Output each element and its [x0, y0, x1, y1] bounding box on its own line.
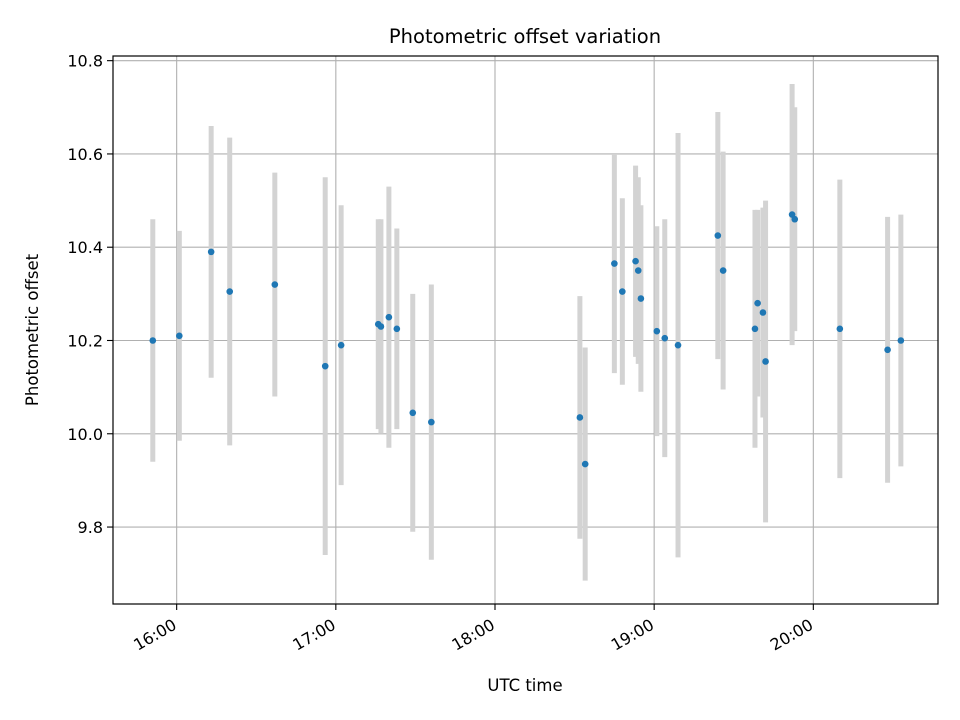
data-point: [207, 248, 215, 256]
data-point: [884, 346, 891, 354]
grid: [113, 56, 938, 604]
data-point: [393, 325, 401, 333]
data-point: [762, 358, 769, 365]
data-point: [385, 313, 393, 321]
data-point: [409, 409, 417, 417]
data-point: [634, 267, 642, 274]
data-point: [337, 341, 345, 349]
data-point: [576, 414, 584, 421]
y-axis: 9.8 10.0 10.2 10.4 10.6 10.8: [67, 52, 113, 537]
x-axis-label: UTC time: [487, 676, 562, 695]
data-point: [619, 288, 626, 295]
data-point: [611, 260, 618, 267]
data-point: [719, 267, 727, 274]
data-point: [321, 362, 329, 370]
data-point: [176, 332, 183, 340]
data-point: [637, 295, 645, 302]
data-point: [791, 215, 799, 223]
y-tick-label: 9.8: [78, 518, 103, 537]
chart-title: Photometric offset variation: [389, 25, 661, 48]
data-point: [632, 257, 639, 265]
data-point: [759, 309, 767, 316]
data-point: [836, 325, 844, 333]
y-tick-label: 10.0: [67, 425, 103, 444]
data-point: [751, 325, 759, 333]
y-tick-label: 10.8: [67, 52, 103, 71]
data-point: [653, 327, 661, 335]
data-point: [674, 341, 682, 349]
data-point: [581, 460, 589, 468]
y-axis-label: Photometric offset: [23, 253, 42, 406]
data-point: [226, 288, 234, 295]
data-point: [714, 232, 722, 239]
data-point: [377, 323, 385, 330]
data-point: [754, 299, 761, 307]
data-point: [661, 334, 669, 342]
plot-frame: [112, 55, 939, 605]
data-point: [149, 337, 157, 344]
data-point: [897, 337, 905, 344]
data-point: [428, 418, 435, 426]
y-tick-label: 10.4: [67, 238, 103, 257]
data-points: [149, 211, 905, 468]
data-point: [271, 281, 279, 288]
y-tick-label: 10.2: [67, 331, 103, 350]
y-tick-label: 10.6: [67, 145, 103, 164]
